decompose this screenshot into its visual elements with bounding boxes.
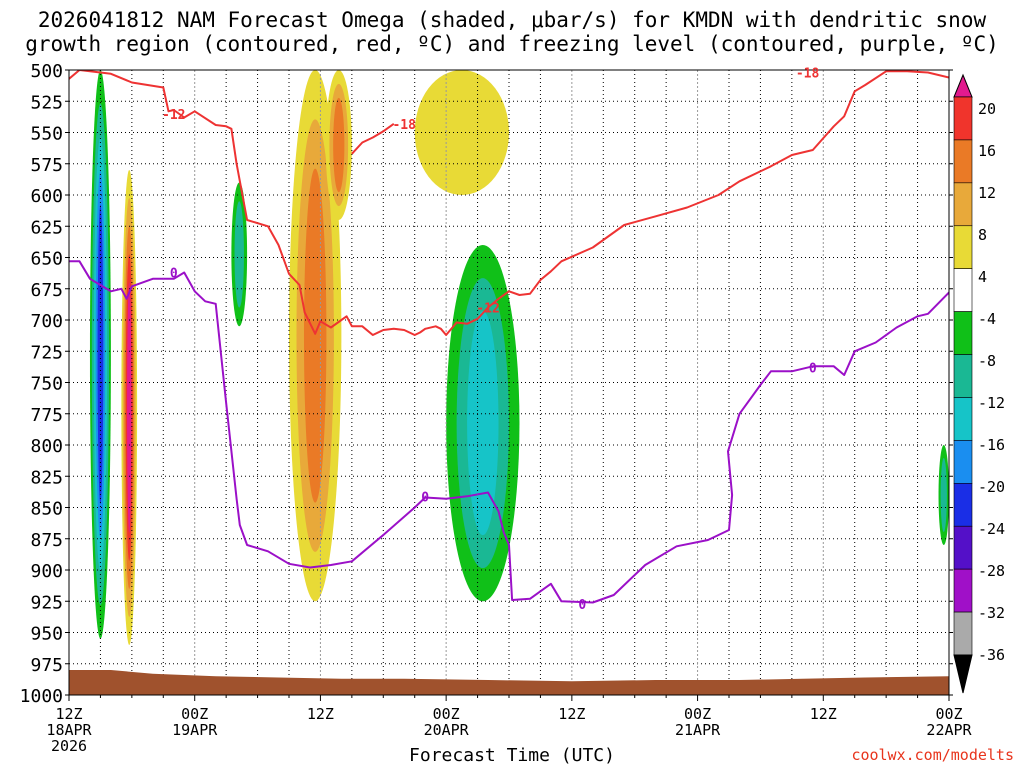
omega-shading	[89, 70, 949, 645]
omega-shade-green-band-19apr	[234, 201, 244, 308]
x-tick-label-0-1: 12Z	[55, 705, 82, 723]
colorbar-band-2	[953, 182, 973, 227]
colorbar-band-12	[953, 611, 973, 656]
contour-label-minus12: -12	[162, 108, 185, 123]
x-tick-label-36-1: 00Z	[433, 705, 460, 723]
y-tick-label-975: 975	[30, 655, 63, 676]
colorbar-band-11	[953, 568, 973, 613]
y-tick-label-625: 625	[30, 217, 63, 238]
grid-lines	[69, 69, 949, 696]
x-tick-label-60-2: 21APR	[675, 721, 721, 739]
colorbar-label-minus16: -16	[978, 436, 1005, 454]
y-tick-label-775: 775	[30, 405, 63, 426]
colorbar-top-arrow	[953, 73, 973, 98]
omega-shade-orange-core-19apr	[333, 97, 345, 193]
y-tick-label-900: 900	[30, 561, 63, 582]
y-tick-label-1000: 1000	[20, 686, 63, 707]
y-tick-label-725: 725	[30, 342, 63, 363]
credit-text: coolwx.com/modelts	[851, 746, 1014, 764]
colorbar-label-minus36: -36	[978, 646, 1005, 664]
x-tick-label-36-2: 20APR	[424, 721, 470, 739]
colorbar-band-0	[953, 96, 973, 141]
y-tick-label-850: 850	[30, 499, 63, 520]
y-tick-label-750: 750	[30, 374, 63, 395]
y-tick-label-950: 950	[30, 624, 63, 645]
y-tick-label-525: 525	[30, 92, 63, 113]
colorbar-bottom-arrow	[953, 654, 973, 694]
colorbar-band-10	[953, 525, 973, 570]
y-tick-label-700: 700	[30, 311, 63, 332]
colorbar-label-12: 12	[978, 184, 996, 202]
contour--12	[69, 70, 949, 336]
y-tick-label-650: 650	[30, 249, 63, 270]
chart-title-line1: 2026041812 NAM Forecast Omega (shaded, μ…	[37, 8, 987, 32]
x-tick-label-12-1: 00Z	[181, 705, 208, 723]
x-tick-label-72-1: 12Z	[810, 705, 837, 723]
colorbar-label-16: 16	[978, 142, 996, 160]
x-axis-title: Forecast Time (UTC)	[409, 745, 615, 766]
colorbar-label-4: 4	[978, 268, 987, 286]
contour-label-minus18: -18	[392, 118, 416, 133]
colorbar-band-9	[953, 483, 973, 527]
colorbar-label-minus28: -28	[978, 562, 1005, 580]
omega-shade-green-lower-22apr	[940, 458, 947, 532]
y-axis: 500 525 550 575 600 625 650 675 700 725 750 775 800 8…	[20, 61, 953, 707]
colorbar-band-8	[953, 440, 973, 484]
colorbar-band-5	[953, 311, 973, 355]
colorbar-band-3	[953, 225, 973, 269]
colorbar-band-1	[953, 139, 973, 184]
colorbar-label-20: 20	[978, 100, 996, 118]
omega-shade-early-column-positive	[127, 282, 132, 533]
y-tick-label-675: 675	[30, 280, 63, 301]
y-tick-label-600: 600	[30, 186, 63, 207]
colorbar-band-6	[953, 354, 973, 398]
colorbar-label-minus12: -12	[978, 394, 1005, 412]
terrain-fill	[69, 670, 949, 695]
x-tick-label-84-2: 22APR	[926, 721, 972, 739]
colorbar-legend: 20 16 12 8 4 -4 -8 -12 -16 -20 -24 -28 -32 -36	[953, 73, 1005, 694]
x-tick-label-24-1: 12Z	[307, 705, 334, 723]
y-tick-label-800: 800	[30, 436, 63, 457]
y-tick-label-500: 500	[30, 61, 63, 82]
x-tick-label-12-2: 19APR	[172, 721, 218, 739]
contour-label-0: 0	[578, 598, 586, 613]
y-tick-label-575: 575	[30, 155, 63, 176]
y-tick-label-825: 825	[30, 467, 63, 488]
omega-shade-yellow-column-19apr	[303, 168, 327, 503]
x-tick-label-60-1: 00Z	[684, 705, 711, 723]
contour--18	[351, 122, 395, 155]
contour-0	[69, 260, 949, 604]
temperature-contours	[69, 70, 949, 604]
y-tick-label-550: 550	[30, 124, 63, 145]
contour-label-minus12: -12	[476, 302, 499, 317]
y-tick-label-875: 875	[30, 530, 63, 551]
x-tick-label-48-1: 12Z	[558, 705, 585, 723]
contour-label-minus18: -18	[796, 67, 820, 82]
x-tick-label-0-3: 2026	[51, 737, 87, 755]
ground-surface	[69, 670, 949, 695]
colorbar-label-minus20: -20	[978, 478, 1005, 496]
colorbar-band-7	[953, 397, 973, 441]
contour-labels: 0 0 0 0 -12 -12 -18 -18	[162, 67, 819, 613]
colorbar-band-4	[953, 268, 973, 312]
colorbar-label-minus4: -4	[978, 310, 996, 328]
colorbar-label-minus8: -8	[978, 352, 996, 370]
contour-label-0: 0	[809, 362, 817, 377]
contour-label-0: 0	[170, 267, 178, 282]
x-tick-label-0-2: 18APR	[46, 721, 92, 739]
x-tick-label-84-1: 00Z	[935, 705, 962, 723]
colorbar-label-minus32: -32	[978, 604, 1005, 622]
colorbar-label-minus24: -24	[978, 520, 1005, 538]
chart-title-line2: growth region (contoured, red, ºC) and f…	[25, 32, 999, 56]
colorbar-label-8: 8	[978, 226, 987, 244]
contour-label-0: 0	[421, 490, 429, 505]
y-tick-label-925: 925	[30, 592, 63, 613]
omega-shade-green-column-20apr	[467, 311, 499, 536]
